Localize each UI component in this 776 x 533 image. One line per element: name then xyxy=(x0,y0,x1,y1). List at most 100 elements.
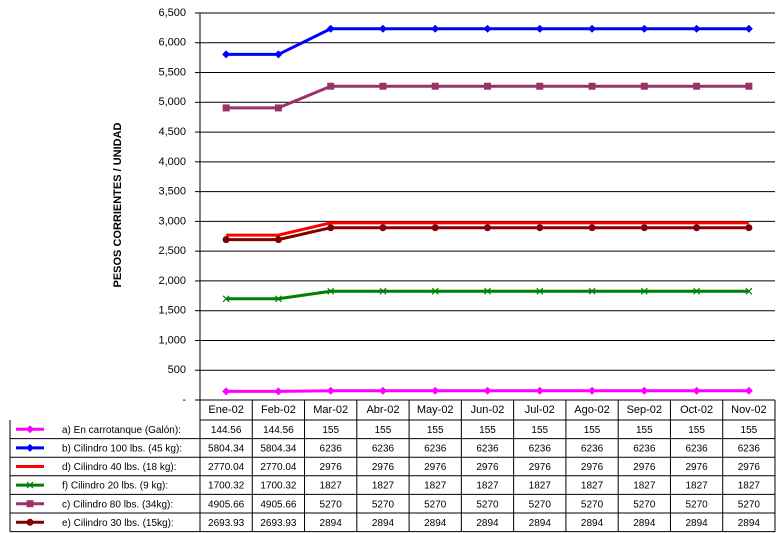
table-cell: 2894 xyxy=(633,518,656,529)
y-tick-label: 1,500 xyxy=(158,305,186,317)
marker xyxy=(378,24,387,33)
marker xyxy=(222,104,230,112)
marker xyxy=(431,82,439,90)
table-cell: 155 xyxy=(531,425,548,436)
table-cell: 2894 xyxy=(424,518,447,529)
table-cell: 4905.66 xyxy=(260,499,297,510)
table-cell: 5270 xyxy=(372,499,395,510)
table-cell: 2894 xyxy=(738,518,761,529)
y-tick-label: 2,000 xyxy=(158,275,186,287)
marker xyxy=(693,82,701,90)
x-tick-label: Ago-02 xyxy=(574,404,609,416)
marker xyxy=(274,295,282,303)
table-cell: 2693.93 xyxy=(208,518,245,529)
marker xyxy=(26,518,34,526)
table-cell: 1827 xyxy=(320,481,343,492)
table-cell: 2894 xyxy=(581,518,604,529)
marker xyxy=(693,224,701,232)
series-line xyxy=(226,221,749,237)
legend-label: d) Cilindro 40 lbs. (18 kg): xyxy=(62,462,177,473)
table-cell: 5270 xyxy=(476,499,499,510)
x-tick-label: Abr-02 xyxy=(366,404,399,416)
x-tick-label: Oct-02 xyxy=(680,404,713,416)
table-cell: 6236 xyxy=(633,444,656,455)
marker xyxy=(640,82,648,90)
marker xyxy=(588,24,597,33)
table-cell: 5804.34 xyxy=(208,444,245,455)
marker xyxy=(26,500,34,508)
table-cell: 2894 xyxy=(476,518,499,529)
y-tick-label: 6,500 xyxy=(158,7,186,19)
marker xyxy=(431,24,440,33)
y-axis-label: PESOS CORRIENTES / UNIDAD xyxy=(112,122,124,287)
marker xyxy=(588,82,596,90)
marker xyxy=(222,236,230,244)
marker xyxy=(692,386,701,395)
table-cell: 5270 xyxy=(581,499,604,510)
marker xyxy=(744,386,753,395)
marker xyxy=(431,287,439,295)
table-cell: 6236 xyxy=(320,444,343,455)
table-cell: 2976 xyxy=(738,462,761,473)
marker xyxy=(274,236,282,244)
table-cell: 155 xyxy=(688,425,705,436)
marker xyxy=(26,481,34,489)
series-line xyxy=(226,289,749,301)
table-cell: 6236 xyxy=(685,444,708,455)
table-cell: 1827 xyxy=(529,481,552,492)
table-cell: 5804.34 xyxy=(260,444,297,455)
table-cell: 1700.32 xyxy=(208,481,245,492)
y-tick-label: 3,000 xyxy=(158,215,186,227)
marker xyxy=(484,287,491,295)
table-cell: 6236 xyxy=(424,444,447,455)
table-cell: 2976 xyxy=(476,462,499,473)
marker xyxy=(379,224,387,232)
marker xyxy=(692,24,701,33)
marker xyxy=(745,287,753,295)
y-tick-label: 6,000 xyxy=(158,37,186,49)
marker xyxy=(588,386,597,395)
legend-label: e) Cilindro 30 lbs. (15kg): xyxy=(62,518,174,529)
y-tick-label: 5,000 xyxy=(158,96,186,108)
x-tick-label: Jun-02 xyxy=(471,404,505,416)
marker xyxy=(327,224,335,232)
marker xyxy=(378,386,387,395)
table-cell: 2770.04 xyxy=(208,462,245,473)
table-cell: 2894 xyxy=(685,518,708,529)
table-cell: 4905.66 xyxy=(208,499,245,510)
y-tick-label: 4,000 xyxy=(158,156,186,168)
table-cell: 1827 xyxy=(581,481,604,492)
marker xyxy=(745,82,753,90)
table-cell: 5270 xyxy=(738,499,761,510)
marker xyxy=(588,224,596,232)
table-cell: 155 xyxy=(584,425,601,436)
table-cell: 155 xyxy=(375,425,392,436)
y-tick-label: 3,500 xyxy=(158,186,186,198)
x-tick-label: Nov-02 xyxy=(731,404,766,416)
table-cell: 1827 xyxy=(738,481,761,492)
table-cell: 2976 xyxy=(529,462,552,473)
y-tick-label: 4,500 xyxy=(158,126,186,138)
marker xyxy=(379,287,387,295)
marker xyxy=(484,82,491,90)
marker xyxy=(431,386,440,395)
table-cell: 155 xyxy=(741,425,758,436)
marker xyxy=(536,224,544,232)
table-cell: 2976 xyxy=(685,462,708,473)
x-tick-label: Mar-02 xyxy=(313,404,348,416)
marker xyxy=(431,224,439,232)
table-cell: 155 xyxy=(427,425,444,436)
table-cell: 155 xyxy=(479,425,496,436)
table-cell: 6236 xyxy=(581,444,604,455)
legend-label: b) Cilindro 100 lbs. (45 kg): xyxy=(62,444,182,455)
x-tick-label: Jul-02 xyxy=(525,404,555,416)
y-tick-label: 5,500 xyxy=(158,66,186,78)
table-cell: 155 xyxy=(636,425,653,436)
y-tick-label: 2,500 xyxy=(158,245,186,257)
marker xyxy=(535,24,544,33)
x-tick-label: Feb-02 xyxy=(261,404,296,416)
table-cell: 6236 xyxy=(372,444,395,455)
table-cell: 6236 xyxy=(476,444,499,455)
marker xyxy=(222,295,230,303)
